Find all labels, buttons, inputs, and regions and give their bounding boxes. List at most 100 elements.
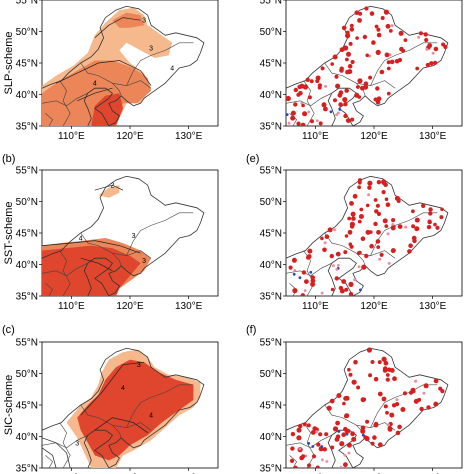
station-marker	[339, 47, 345, 53]
station-marker	[357, 250, 362, 255]
lon-tick-label: 130°E	[419, 131, 447, 142]
station-marker	[298, 276, 302, 280]
station-marker	[386, 60, 391, 65]
station-marker	[335, 268, 339, 271]
station-marker	[395, 402, 400, 407]
station-marker	[414, 379, 418, 383]
station-marker	[296, 121, 301, 126]
station-marker	[381, 179, 387, 185]
station-marker	[375, 49, 381, 56]
country-outline	[286, 5, 449, 126]
station-marker	[382, 366, 388, 371]
station-marker	[350, 211, 356, 217]
lon-tick-label: 130°E	[175, 301, 203, 312]
panel-label: (b)	[2, 153, 15, 165]
station-marker	[404, 225, 408, 229]
panel-label: (f)	[246, 324, 256, 336]
station-marker	[411, 209, 415, 214]
coastline	[83, 87, 113, 126]
station-marker	[335, 113, 338, 117]
station-marker	[385, 373, 390, 377]
station-marker	[333, 98, 337, 103]
station-marker	[425, 47, 429, 51]
lon-tick-label: 130°E	[419, 301, 447, 312]
station-marker	[346, 51, 351, 57]
station-marker	[289, 458, 295, 463]
station-marker	[403, 38, 408, 42]
lat-tick-label: 45°N	[260, 59, 282, 70]
station-marker	[428, 211, 433, 216]
station-marker	[338, 285, 344, 291]
station-marker	[389, 368, 395, 373]
station-marker	[353, 278, 356, 282]
lon-tick-label: 110°E	[58, 131, 85, 142]
station-marker	[296, 427, 302, 433]
station-marker	[421, 203, 426, 208]
station-marker	[306, 423, 311, 428]
station-marker	[347, 216, 352, 221]
station-marker	[365, 229, 371, 235]
lon-tick-label: 120°E	[116, 301, 144, 312]
station-marker	[376, 180, 382, 185]
station-marker	[373, 376, 379, 382]
station-marker	[369, 11, 375, 16]
station-marker	[345, 118, 351, 123]
station-marker	[337, 92, 343, 98]
station-marker	[301, 103, 305, 108]
station-marker	[347, 64, 353, 69]
station-marker	[364, 6, 369, 11]
station-marker	[292, 288, 298, 294]
station-marker	[314, 427, 319, 432]
station-marker	[335, 83, 341, 89]
province-border	[59, 422, 71, 468]
station-marker	[423, 383, 429, 389]
station-marker	[290, 115, 296, 121]
contour-line	[80, 257, 113, 272]
station-marker	[300, 293, 305, 296]
station-marker	[337, 111, 340, 115]
station-marker	[363, 81, 369, 86]
station-marker	[408, 390, 414, 395]
station-marker	[310, 430, 316, 435]
station-marker	[315, 430, 319, 434]
station-marker	[376, 229, 381, 235]
station-marker	[343, 462, 348, 468]
lat-tick-label: 45°N	[16, 59, 38, 70]
station-marker	[394, 195, 400, 201]
station-marker	[365, 419, 370, 424]
station-marker	[327, 227, 333, 233]
station-marker	[368, 373, 373, 378]
station-marker	[286, 95, 291, 102]
station-marker	[371, 40, 376, 45]
province-border	[289, 455, 297, 468]
station-marker	[398, 30, 404, 36]
province-border	[42, 92, 88, 107]
station-marker	[348, 291, 354, 296]
station-marker	[381, 190, 386, 195]
station-marker	[377, 360, 382, 365]
station-marker	[423, 32, 428, 37]
lat-tick-label: 40°N	[260, 260, 282, 271]
station-marker	[402, 391, 408, 396]
station-marker	[397, 424, 402, 430]
station-marker	[325, 460, 329, 463]
station-marker	[329, 110, 333, 114]
station-marker	[395, 430, 401, 436]
station-marker	[349, 201, 354, 206]
station-marker	[362, 34, 368, 40]
lat-tick-label: 35°N	[260, 464, 282, 474]
station-marker	[384, 224, 389, 229]
station-marker	[385, 202, 391, 207]
station-marker	[310, 119, 314, 124]
station-marker	[386, 232, 390, 236]
province-border	[45, 283, 53, 296]
station-marker	[385, 410, 389, 415]
station-marker	[367, 180, 373, 186]
station-marker	[365, 203, 370, 208]
station-marker	[380, 16, 385, 20]
contour-line	[42, 437, 71, 468]
station-marker	[376, 27, 381, 32]
station-marker	[309, 79, 314, 84]
station-marker	[391, 218, 396, 223]
station-marker	[354, 92, 360, 98]
